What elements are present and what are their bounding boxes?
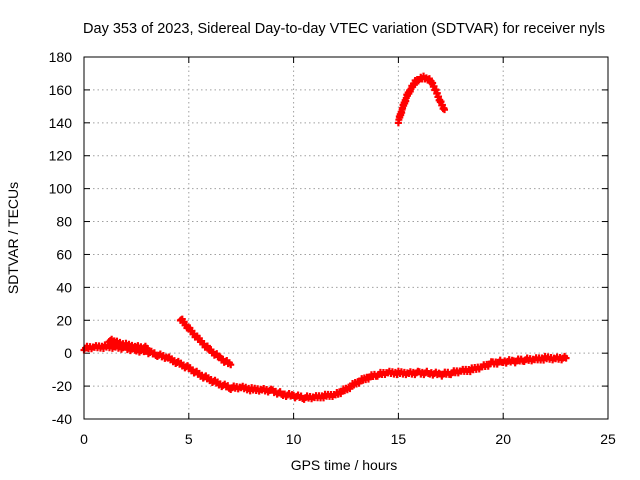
y-tick-label: -20 [52,378,72,394]
x-tick-label: 20 [495,431,511,447]
series-arc-main [80,341,570,403]
y-tick-labels: -40 -20 0 20 40 60 80 100 120 140 160 180 [49,49,73,427]
plot-frame [83,56,609,420]
data-point [562,354,570,362]
y-tick-label: 180 [49,49,73,65]
y-tick-label: 0 [64,345,72,361]
axis-ticks [83,56,609,420]
x-axis-title: GPS time / hours [291,457,398,473]
y-tick-label: 160 [49,82,73,98]
x-tick-label: 15 [391,431,407,447]
grid-lines [84,57,608,419]
y-tick-label: 40 [56,279,72,295]
series-arc-early [105,335,151,353]
y-tick-label: 60 [56,246,72,262]
x-tick-label: 0 [80,431,88,447]
series-arc-descending [176,315,235,369]
y-tick-label: 80 [56,214,72,230]
y-tick-label: 120 [49,148,73,164]
y-axis-title: SDTVAR / TECUs [5,182,21,294]
y-tick-label: -40 [52,411,72,427]
x-tick-label: 5 [185,431,193,447]
data-point [143,344,151,352]
y-tick-label: 140 [49,115,73,131]
y-tick-label: 20 [56,312,72,328]
chart-title: Day 353 of 2023, Sidereal Day-to-day VTE… [83,21,605,37]
data-point [441,106,449,114]
data-point [227,361,235,369]
x-tick-labels: 0 5 10 15 20 25 [80,431,616,447]
series-arc-peak [394,72,449,127]
x-tick-label: 25 [600,431,616,447]
x-tick-label: 10 [286,431,302,447]
y-tick-label: 100 [49,181,73,197]
data-series [80,72,570,403]
